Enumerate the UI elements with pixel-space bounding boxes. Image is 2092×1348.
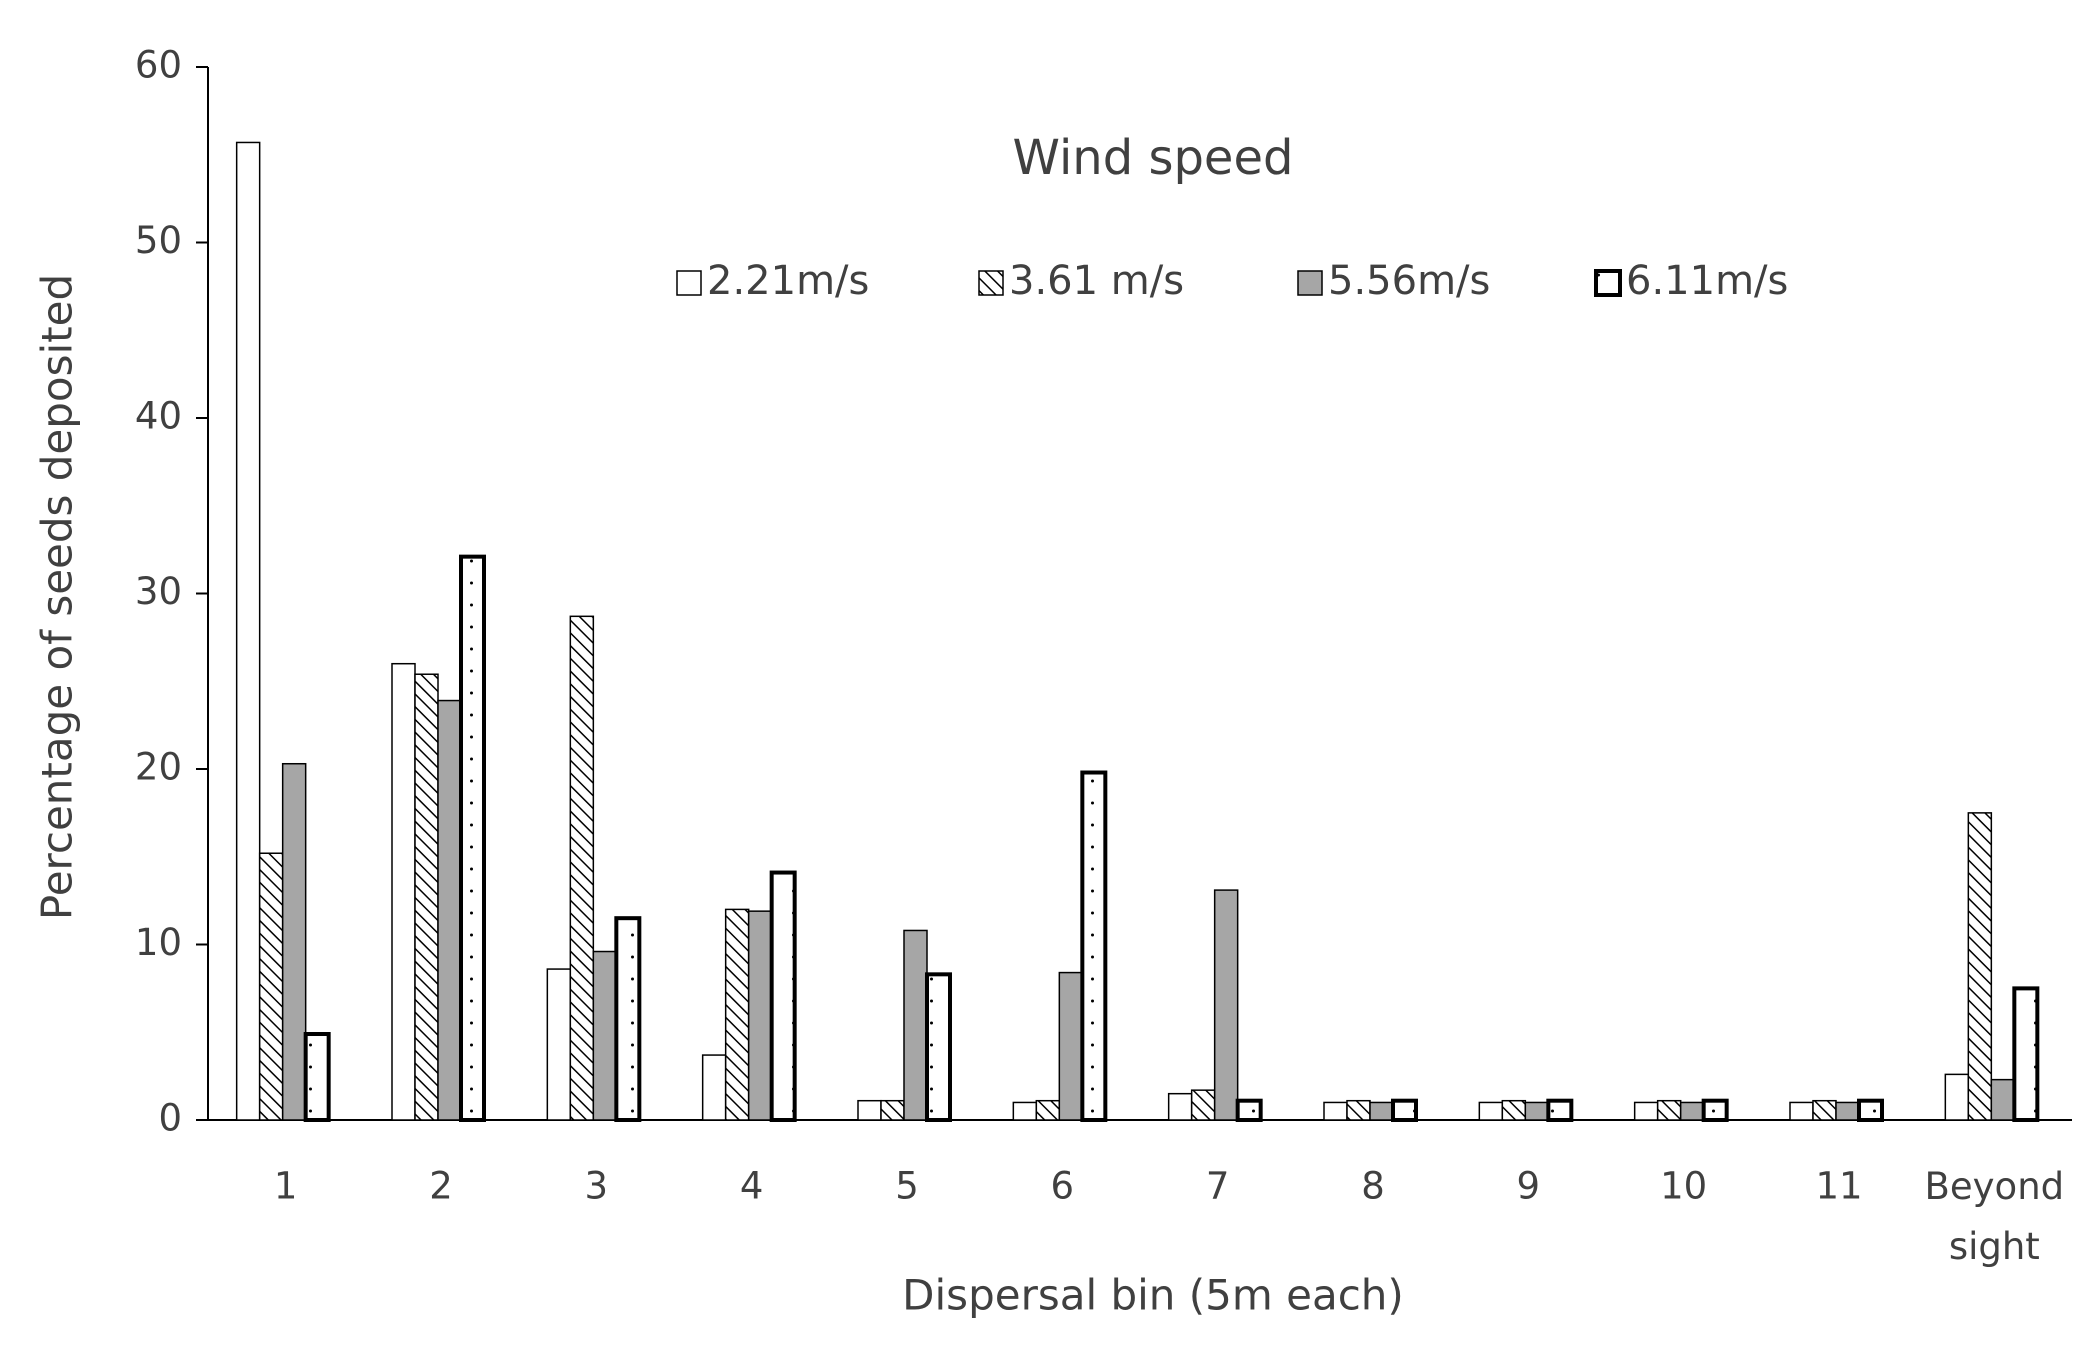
legend-swatch — [978, 270, 1004, 296]
x-tick-label: 1 — [274, 1165, 298, 1208]
bar — [1190, 1089, 1216, 1121]
bar — [1478, 1101, 1504, 1121]
x-tick-label: 3 — [585, 1165, 609, 1208]
x-tick-label: 10 — [1660, 1165, 1707, 1208]
x-tick-label: Beyond sight — [1925, 1165, 2065, 1268]
bar — [546, 968, 572, 1121]
bar — [235, 141, 261, 1121]
y-tick-label: 60 — [135, 44, 182, 87]
bar — [880, 1099, 905, 1121]
bar — [1990, 1078, 2016, 1121]
y-tick-label: 10 — [135, 921, 182, 964]
x-tick-label: 8 — [1361, 1165, 1385, 1208]
x-axis-label: Dispersal bin (5m each) — [902, 1271, 1404, 1320]
bar — [303, 1032, 331, 1123]
bar — [1546, 1098, 1574, 1122]
bar — [1012, 1101, 1038, 1121]
bar — [1035, 1099, 1061, 1121]
bar — [1391, 1098, 1418, 1122]
chart-title: Wind speed — [1013, 130, 1294, 186]
legend-label: 2.21m/s — [707, 258, 869, 304]
bar — [1213, 889, 1239, 1121]
x-tick-label: 5 — [895, 1165, 919, 1208]
x-tick-label: 2 — [429, 1165, 453, 1208]
bar — [701, 1054, 727, 1121]
bar — [1167, 1092, 1193, 1121]
bar — [614, 916, 642, 1122]
bar — [769, 870, 797, 1122]
x-tick-label: 11 — [1815, 1165, 1862, 1208]
legend-swatch — [1297, 270, 1323, 296]
bar — [903, 929, 928, 1121]
bar — [925, 972, 952, 1123]
bar — [1835, 1101, 1860, 1121]
bar — [281, 762, 307, 1121]
bar — [1323, 1101, 1348, 1121]
legend-swatch — [1594, 269, 1622, 297]
bar — [437, 699, 462, 1121]
bar — [1524, 1101, 1550, 1121]
bar — [2012, 986, 2040, 1122]
y-tick-label: 30 — [135, 570, 182, 613]
y-tick-label: 50 — [135, 219, 182, 262]
bar — [258, 852, 284, 1121]
bar — [724, 908, 750, 1121]
bar — [1058, 971, 1084, 1121]
bar — [1789, 1101, 1814, 1121]
bar — [391, 662, 416, 1121]
x-tick-label: 6 — [1051, 1165, 1075, 1208]
bar — [1080, 770, 1108, 1122]
bar — [592, 950, 618, 1121]
y-tick-label: 40 — [135, 395, 182, 438]
bar — [1944, 1073, 1970, 1121]
bar — [1235, 1098, 1263, 1122]
y-tick-label: 20 — [135, 746, 182, 789]
x-tick-label: 4 — [740, 1165, 764, 1208]
bar — [1656, 1099, 1682, 1121]
bar — [569, 615, 595, 1121]
bar — [1501, 1099, 1527, 1121]
y-axis-label: Percentage of seeds deposited — [33, 274, 82, 920]
bar — [1701, 1098, 1729, 1122]
bar — [459, 554, 486, 1122]
legend-label: 3.61 m/s — [1009, 258, 1184, 304]
bar — [1369, 1101, 1394, 1121]
bar — [1633, 1101, 1659, 1121]
x-tick-label: 9 — [1517, 1165, 1541, 1208]
bar — [414, 673, 439, 1121]
bar — [1679, 1101, 1705, 1121]
bar — [1812, 1099, 1837, 1121]
x-tick-label: 7 — [1206, 1165, 1230, 1208]
bar — [1967, 812, 1993, 1121]
bar — [1346, 1099, 1371, 1121]
bar — [747, 910, 773, 1121]
bar — [1857, 1098, 1884, 1122]
legend-label: 6.11m/s — [1626, 258, 1788, 304]
legend-label: 5.56m/s — [1328, 258, 1490, 304]
y-tick-label: 0 — [158, 1097, 182, 1140]
legend-swatch — [676, 270, 702, 296]
bar — [857, 1099, 882, 1121]
